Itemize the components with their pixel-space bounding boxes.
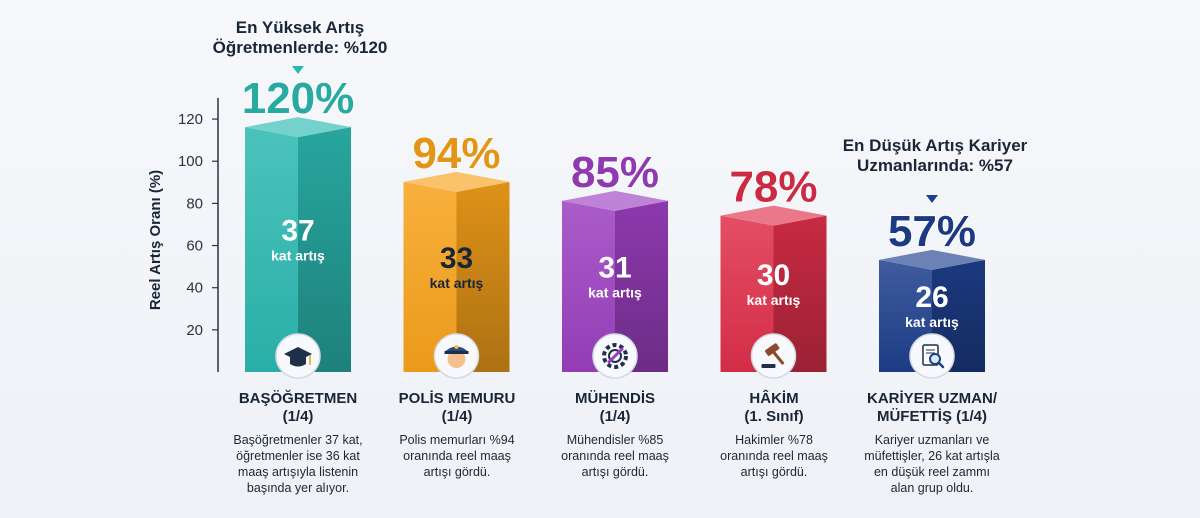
multiplier-value: 37 xyxy=(281,215,314,248)
category-label-basogretmen: BAŞÖĞRETMEN (1/4) xyxy=(198,390,398,426)
bar-top-cap xyxy=(720,205,827,226)
category-subname: MÜFETTİŞ (1/4) xyxy=(876,408,987,425)
bar-shade xyxy=(773,215,827,372)
bar-value-label: 57% xyxy=(888,207,976,256)
y-axis-label: Reel Artış Oranı (%) xyxy=(147,170,164,310)
bar xyxy=(562,200,615,372)
highest-callout: En Yüksek Artış Öğretmenlerde: %120 xyxy=(190,18,410,58)
category-label-hakim: HÂKİM (1. Sınıf) xyxy=(674,390,874,426)
bar-value-label: 94% xyxy=(412,129,500,178)
graduation-cap-icon xyxy=(275,333,321,379)
bar-value-label: 78% xyxy=(729,163,817,212)
y-tick-label: 120 xyxy=(178,111,203,128)
bar xyxy=(720,215,774,372)
police-officer-icon xyxy=(433,333,480,379)
description-line: en düşük reel zammı xyxy=(873,465,991,479)
multiplier-unit: kat artış xyxy=(588,284,642,300)
bar-top-cap xyxy=(879,249,985,270)
description-line: oranında reel maaş xyxy=(403,449,511,463)
y-tick-label: 100 xyxy=(178,153,203,170)
y-tick-label: 60 xyxy=(186,238,203,255)
document-search-icon xyxy=(909,333,955,379)
bar xyxy=(403,181,457,372)
multiplier-unit: kat artış xyxy=(905,314,959,330)
description-line: Kariyer uzmanları ve xyxy=(874,433,990,447)
multiplier-value: 31 xyxy=(598,251,631,284)
gavel-icon xyxy=(750,333,797,379)
category-description-muhendis: Mühendisler %85 oranında reel maaş artış… xyxy=(520,432,710,480)
multiplier-value: 33 xyxy=(440,242,473,275)
description-line: Hakimler %78 xyxy=(735,433,813,447)
lowest-callout-line-2: Uzmanlarında: %57 xyxy=(857,156,1013,175)
lowest-callout-line-1: En Düşük Artış Kariyer xyxy=(842,136,1028,155)
bar-top-cap xyxy=(245,117,351,138)
category-description-hakim: Hakimler %78 oranında reel maaş artışı g… xyxy=(679,432,869,480)
bar-shade xyxy=(615,200,668,372)
bar xyxy=(245,127,298,372)
lowest-callout-pointer xyxy=(926,195,938,203)
bar-value-label: 85% xyxy=(571,148,659,197)
description-line: öğretmenler ise 36 kat xyxy=(236,449,360,463)
multiplier-unit: kat artış xyxy=(271,248,325,264)
category-name: POLİS MEMURU xyxy=(398,390,516,407)
description-line: alan grup oldu. xyxy=(890,481,974,495)
description-line: oranında reel maaş xyxy=(561,449,669,463)
description-line: artışı gördü. xyxy=(423,465,491,479)
category-name: MÜHENDİS xyxy=(574,390,655,407)
category-label-kariyer-uzman: KARİYER UZMAN/ MÜFETTİŞ (1/4) xyxy=(832,390,1032,426)
category-description-basogretmen: Başöğretmenler 37 kat, öğretmenler ise 3… xyxy=(203,432,393,496)
multiplier-value: 30 xyxy=(757,259,790,292)
y-tick-label: 20 xyxy=(186,322,203,339)
category-subname: (1. Sınıf) xyxy=(744,408,804,425)
highest-callout-line-1: En Yüksek Artış xyxy=(235,18,365,37)
description-line: maaş artışıyla listenin xyxy=(237,465,359,479)
description-line: Mühendisler %85 xyxy=(566,433,664,447)
category-subname: (1/4) xyxy=(441,408,473,425)
highest-callout-pointer xyxy=(292,66,304,74)
gear-wrench-icon xyxy=(592,333,638,379)
multiplier-unit: kat artış xyxy=(430,275,484,291)
bar-top-cap xyxy=(562,190,668,211)
lowest-callout: En Düşük Artış Kariyer Uzmanlarında: %57 xyxy=(820,136,1050,176)
description-line: müfettişler, 26 kat artışla xyxy=(864,449,1000,463)
category-name: KARİYER UZMAN/ xyxy=(867,390,997,407)
category-subname: (1/4) xyxy=(282,408,314,425)
description-line: Başöğretmenler 37 kat, xyxy=(233,433,363,447)
category-label-muhendis: MÜHENDİS (1/4) xyxy=(515,390,715,426)
category-description-kariyer-uzman: Kariyer uzmanları ve müfettişler, 26 kat… xyxy=(837,432,1027,496)
multiplier-value: 26 xyxy=(915,281,948,314)
category-subname: (1/4) xyxy=(599,408,631,425)
description-line: artışı gördü. xyxy=(740,465,808,479)
description-line: artışı gördü. xyxy=(581,465,649,479)
y-tick-label: 40 xyxy=(186,280,203,297)
y-tick-label: 80 xyxy=(186,195,203,212)
description-line: Polis memurları %94 xyxy=(399,433,515,447)
category-name: HÂKİM xyxy=(749,390,799,407)
bar-value-label: 120% xyxy=(242,74,355,123)
bar-shade xyxy=(298,127,351,372)
bar-top-cap xyxy=(403,171,510,192)
description-line: oranında reel maaş xyxy=(720,449,828,463)
category-name: BAŞÖĞRETMEN xyxy=(238,390,358,407)
category-label-polis: POLİS MEMURU (1/4) xyxy=(357,390,557,426)
category-description-polis: Polis memurları %94 oranında reel maaş a… xyxy=(362,432,552,480)
multiplier-unit: kat artış xyxy=(747,292,801,308)
description-line: başında yer alıyor. xyxy=(246,481,350,495)
highest-callout-line-2: Öğretmenlerde: %120 xyxy=(212,38,388,57)
bar-shade xyxy=(456,181,510,372)
